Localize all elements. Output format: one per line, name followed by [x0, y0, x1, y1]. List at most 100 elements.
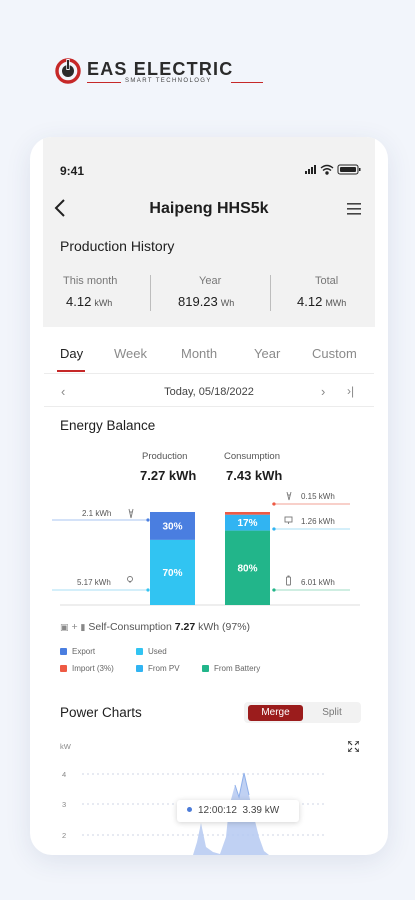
tab-month[interactable]: Month — [181, 346, 218, 361]
grid-in-value: 0.15 kWh — [301, 492, 335, 501]
legend-export: Export — [60, 647, 95, 656]
legend-swatch — [60, 648, 67, 655]
export-percentage: 30% — [162, 521, 182, 532]
solar-panel-icon — [284, 516, 293, 524]
legend-label: Export — [72, 647, 96, 656]
chart-tooltip: 12:00:12 3.39 kW — [177, 800, 299, 822]
current-date[interactable]: Today, 05/18/2022 — [164, 386, 254, 398]
divider — [44, 373, 374, 374]
used-segment — [150, 539, 195, 605]
energy-balance-title: Energy Balance — [60, 418, 156, 433]
flow-dot — [146, 588, 150, 592]
signal-icon — [305, 165, 316, 174]
stat-divider — [270, 275, 271, 311]
legend-from-battery: From Battery — [202, 664, 260, 673]
self-consumption-summary: ▣ + ▮ Self-Consumption 7.27 kWh (97%) — [60, 621, 250, 633]
tab-day[interactable]: Day — [60, 346, 84, 361]
battery-icon: ▮ — [80, 622, 86, 632]
self-consumption-unit: kWh (97%) — [198, 621, 251, 633]
home-in-value: 5.17 kWh — [77, 578, 111, 587]
from-pv-percentage: 17% — [237, 518, 257, 529]
stat-value-month: 4.12 kWh — [66, 294, 112, 309]
battery-in-value: 6.01 kWh — [301, 578, 335, 587]
tooltip-dot — [187, 807, 192, 813]
brand-divider — [87, 82, 121, 83]
y-tick-2: 2 — [62, 831, 66, 840]
page-title: Haipeng HHS5k — [149, 200, 269, 217]
back-arrow-icon[interactable] — [52, 197, 68, 219]
stat-unit: Wh — [220, 298, 235, 308]
split-button[interactable]: Split — [322, 707, 342, 718]
power-line — [234, 772, 250, 799]
self-consumption-value: 7.27 — [174, 621, 196, 633]
legend-label: From PV — [148, 664, 180, 673]
divider — [44, 406, 374, 407]
tower-icon — [128, 508, 134, 519]
y-tick-3: 3 — [62, 800, 66, 809]
brand-divider — [231, 82, 263, 83]
stat-number: 819.23 — [178, 294, 218, 309]
battery-icon — [337, 164, 361, 175]
next-date-icon[interactable]: › — [321, 384, 326, 399]
stat-unit: kWh — [94, 298, 113, 308]
from-battery-segment — [225, 530, 270, 605]
stat-label-total: Total — [315, 275, 339, 287]
merge-button[interactable]: Merge — [248, 705, 303, 721]
flow-dot — [272, 502, 276, 506]
battery-icon — [286, 575, 291, 586]
brand-name: EAS ELECTRIC — [87, 59, 234, 79]
from-pv-segment — [225, 514, 270, 531]
last-date-icon[interactable]: ›| — [347, 384, 355, 398]
menu-icon[interactable] — [347, 203, 361, 215]
pv-in-value: 1.26 kWh — [301, 517, 335, 526]
legend-swatch — [136, 648, 143, 655]
stat-divider — [150, 275, 151, 311]
used-percentage: 70% — [162, 568, 182, 579]
grid-out-value: 2.1 kWh — [82, 509, 111, 518]
tooltip-time: 12:00:12 — [198, 805, 237, 816]
tower-icon — [286, 492, 292, 501]
expand-icon[interactable] — [348, 741, 359, 752]
production-label: Production — [142, 451, 188, 462]
tab-year[interactable]: Year — [254, 346, 281, 361]
stat-unit: MWh — [325, 298, 347, 308]
legend-used: Used — [136, 647, 167, 656]
solar-panel-icon: ▣ — [60, 622, 69, 632]
export-segment — [150, 512, 195, 540]
self-consumption-label: Self-Consumption — [88, 621, 172, 633]
stat-label-year: Year — [199, 275, 222, 287]
flow-dot — [272, 588, 276, 592]
tab-week[interactable]: Week — [114, 346, 147, 361]
legend-from-pv: From PV — [136, 664, 180, 673]
production-history-title: Production History — [60, 238, 175, 254]
flow-dot — [146, 518, 150, 522]
plus-sign: + — [71, 621, 81, 633]
previous-date-icon[interactable]: ‹ — [61, 384, 66, 399]
legend-swatch — [202, 665, 209, 672]
legend-label: Used — [148, 647, 167, 656]
legend-swatch — [60, 665, 67, 672]
stat-value-total: 4.12 MWh — [297, 294, 346, 309]
tab-custom[interactable]: Custom — [312, 346, 357, 361]
legend-label: From Battery — [214, 664, 261, 673]
stat-number: 4.12 — [66, 294, 92, 309]
stat-label-month: This month — [63, 275, 118, 287]
legend-swatch — [136, 665, 143, 672]
y-tick-4: 4 — [62, 770, 66, 779]
status-time: 9:41 — [60, 164, 85, 178]
import-segment — [225, 512, 270, 515]
legend-import: Import (3%) — [60, 664, 114, 673]
from-battery-percentage: 80% — [237, 563, 257, 574]
phone-screen: 9:41 Haipeng HHS5k Production History Th… — [30, 137, 388, 855]
tooltip-value: 3.39 kW — [242, 805, 280, 816]
consumption-label: Consumption — [224, 451, 280, 462]
stat-number: 4.12 — [297, 294, 323, 309]
wifi-icon — [320, 164, 334, 175]
energy-balance-chart: 30% 70% 17% 80% 2.1 kWh 5.17 kWh 0.15 kW… — [52, 492, 360, 606]
header-panel — [43, 137, 375, 327]
power-charts-title: Power Charts — [60, 705, 142, 720]
status-icons — [305, 164, 361, 175]
flow-dot — [272, 527, 276, 531]
consumption-value: 7.43 kWh — [226, 468, 283, 483]
production-value: 7.27 kWh — [140, 468, 197, 483]
